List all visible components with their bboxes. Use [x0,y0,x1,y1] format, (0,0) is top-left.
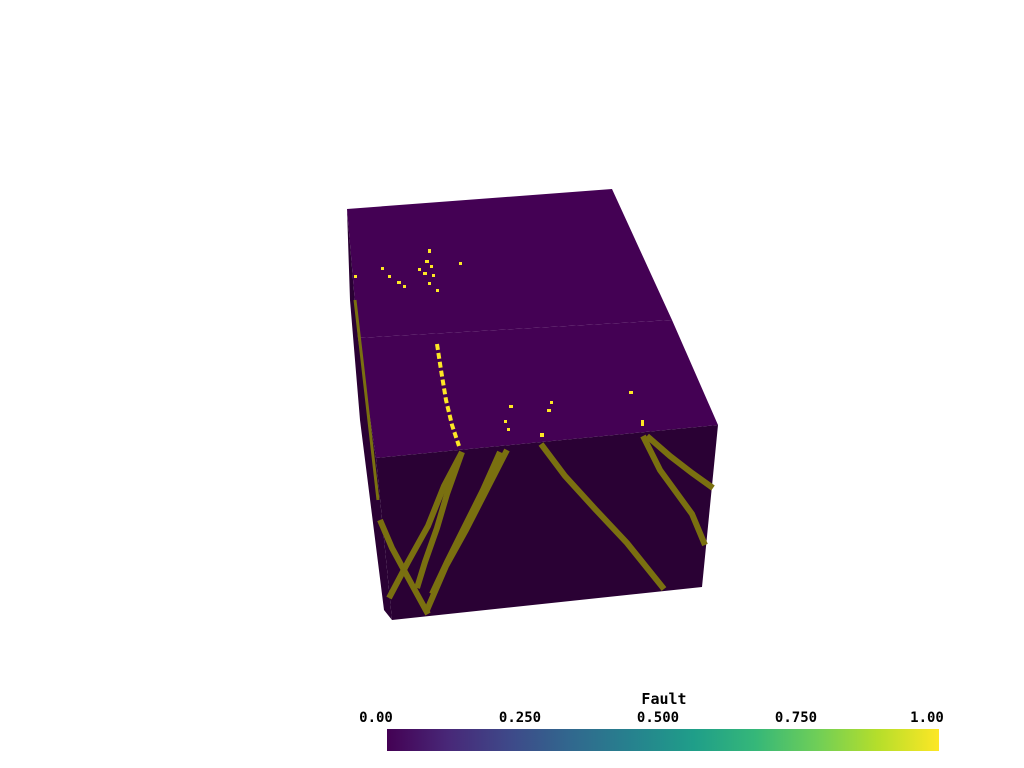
fault-speck [428,249,431,253]
fault-speck [432,274,435,277]
fault-trace [538,442,667,591]
fault-speck [436,289,439,292]
fault-speck [397,281,401,284]
colorbar-tick-label: 0.250 [498,710,542,726]
fault-speck [354,275,357,278]
fault-speck [425,260,429,263]
colorbar-tick-label: 0.00 [359,710,393,726]
cube-top-face-lower [358,320,718,458]
fault-traces-left [353,299,380,501]
fault-trace [377,518,431,616]
scalar-bar-title: Fault [641,690,687,708]
cube-front-face [376,425,718,620]
fault-traces-front [377,433,715,616]
fault-speck [423,272,427,275]
fault-speck [504,420,507,423]
colorbar-tick-label: 0.750 [774,710,818,726]
fault-trace [386,450,465,600]
fault-speck [418,268,421,271]
cube-left-face [347,209,392,620]
colorbar-tick-label: 0.500 [636,710,680,726]
fault-speck [509,405,513,408]
fault-speck [381,267,384,270]
fault-trace [414,450,465,589]
colorbar-tick-label: 1.00 [910,710,944,726]
fault-trace [645,433,715,491]
fault-speck [629,391,633,394]
fault-speck [403,285,406,288]
fault-trace [435,343,461,447]
fault-speck [540,433,544,437]
fault-speck [388,275,391,278]
fault-speck [428,282,431,285]
fault-trace [640,434,708,547]
fault-trace [429,450,503,596]
fault-speckles-top [354,249,644,437]
fault-speck [641,420,644,426]
fault-volume-cube[interactable] [347,189,718,620]
fault-speck [550,401,553,404]
cube-top-face [347,189,672,338]
fault-speck [430,265,433,268]
fault-speck [507,428,510,431]
fault-trace [353,299,380,501]
fault-speck [547,409,551,412]
fault-traces-top [435,343,461,447]
fault-speck [459,262,462,265]
colorbar [387,729,939,751]
